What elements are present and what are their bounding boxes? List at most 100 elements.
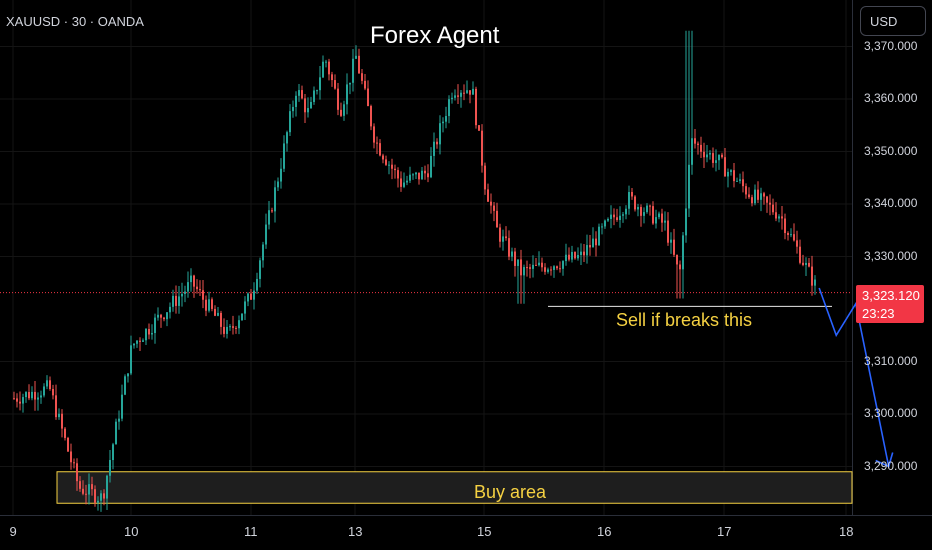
candle-body — [577, 254, 579, 259]
candle-body — [238, 320, 240, 329]
candle-body — [361, 73, 363, 81]
symbol-header: XAUUSD · 30 · OANDA — [6, 14, 144, 29]
candle-body — [445, 116, 447, 122]
buy-annotation: Buy area — [474, 482, 547, 502]
candle-body — [253, 290, 255, 300]
candle-body — [385, 159, 387, 165]
candle-body — [193, 275, 195, 287]
candle-body — [661, 213, 663, 223]
candle-body — [79, 481, 81, 489]
candle-body — [496, 210, 498, 228]
current-price-value: 3,323.120 — [862, 288, 920, 303]
candle-body — [517, 259, 519, 266]
watermark-text: Forex Agent — [370, 22, 500, 49]
candle-body — [166, 312, 168, 320]
candle-body — [220, 312, 222, 327]
candle-body — [538, 262, 540, 266]
candle-body — [283, 143, 285, 169]
candle-body — [367, 88, 369, 107]
candle-body — [619, 215, 621, 220]
candle-body — [775, 212, 777, 219]
candle-body — [265, 224, 267, 245]
candle-body — [394, 168, 396, 171]
candle-body — [259, 260, 261, 279]
candle-body — [340, 109, 342, 116]
candle-body — [754, 189, 756, 204]
candle-body — [568, 254, 570, 260]
candle-body — [487, 189, 489, 202]
candle-body — [382, 155, 384, 160]
candle-body — [631, 192, 633, 197]
candle-body — [184, 291, 186, 294]
candle-body — [595, 238, 597, 246]
candle-body — [277, 181, 279, 188]
candle-body — [520, 259, 522, 276]
candle-body — [703, 151, 705, 158]
candle-body — [208, 299, 210, 311]
candle-body — [694, 138, 696, 144]
candle-body — [349, 82, 351, 85]
candle-body — [505, 236, 507, 239]
candle-body — [772, 204, 774, 213]
candle-body — [286, 132, 288, 144]
candle-body — [436, 141, 438, 145]
candle-body — [757, 189, 759, 200]
candle-body — [649, 205, 651, 207]
candle-body — [268, 210, 270, 225]
candle-body — [769, 202, 771, 205]
candle-body — [352, 58, 354, 83]
candle-body — [151, 333, 153, 335]
candle-body — [34, 391, 36, 400]
price-tick-label: 3,290.000 — [864, 458, 918, 473]
candle-body — [739, 179, 741, 181]
candle-body — [355, 55, 357, 59]
candle-body — [640, 207, 642, 216]
candle-body — [73, 462, 75, 464]
time-tick-label: 18 — [839, 524, 854, 539]
candle-body — [451, 97, 453, 100]
candle-body — [376, 142, 378, 144]
candle-body — [400, 178, 402, 187]
currency-button[interactable]: USD — [860, 6, 926, 36]
candle-body — [43, 386, 45, 396]
candle-body — [778, 216, 780, 219]
candle-body — [457, 95, 459, 97]
candle-body — [241, 313, 243, 321]
candle-body — [172, 295, 174, 307]
candle-body — [688, 164, 690, 209]
candle-body — [250, 293, 252, 300]
candle-body — [646, 205, 648, 213]
candle-body — [40, 395, 42, 398]
candle-body — [745, 186, 747, 195]
candle-body — [52, 388, 54, 396]
candle-body — [145, 328, 147, 341]
candle-body — [196, 286, 198, 290]
candle-body — [478, 125, 480, 131]
candle-body — [403, 182, 405, 187]
candle-body — [718, 154, 720, 161]
candle-body — [580, 251, 582, 255]
candle-body — [271, 210, 273, 212]
candle-body — [334, 80, 336, 89]
candle-body — [190, 275, 192, 283]
candle-body — [598, 226, 600, 246]
candle-body — [199, 289, 201, 291]
price-tick-label: 3,340.000 — [864, 196, 918, 210]
candle-body — [292, 106, 294, 112]
time-tick-label: 16 — [597, 524, 612, 539]
candle-body — [415, 172, 417, 175]
candle-body — [229, 326, 231, 328]
sell-annotation: Sell if breaks this — [616, 310, 753, 330]
candle-body — [106, 475, 108, 499]
candle-body — [319, 77, 321, 91]
candle-body — [484, 165, 486, 190]
candle-body — [214, 308, 216, 316]
candle-body — [424, 170, 426, 174]
candle-body — [571, 251, 573, 260]
candle-body — [493, 205, 495, 211]
candle-body — [28, 392, 30, 399]
candle-body — [682, 235, 684, 270]
overlay-layer — [0, 287, 894, 468]
candle-body — [673, 239, 675, 255]
